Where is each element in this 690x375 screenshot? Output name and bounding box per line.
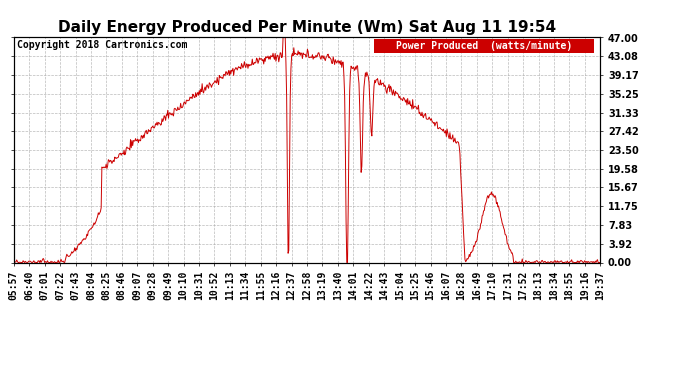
Text: Copyright 2018 Cartronics.com: Copyright 2018 Cartronics.com xyxy=(17,40,187,50)
Title: Daily Energy Produced Per Minute (Wm) Sat Aug 11 19:54: Daily Energy Produced Per Minute (Wm) Sa… xyxy=(58,20,556,35)
